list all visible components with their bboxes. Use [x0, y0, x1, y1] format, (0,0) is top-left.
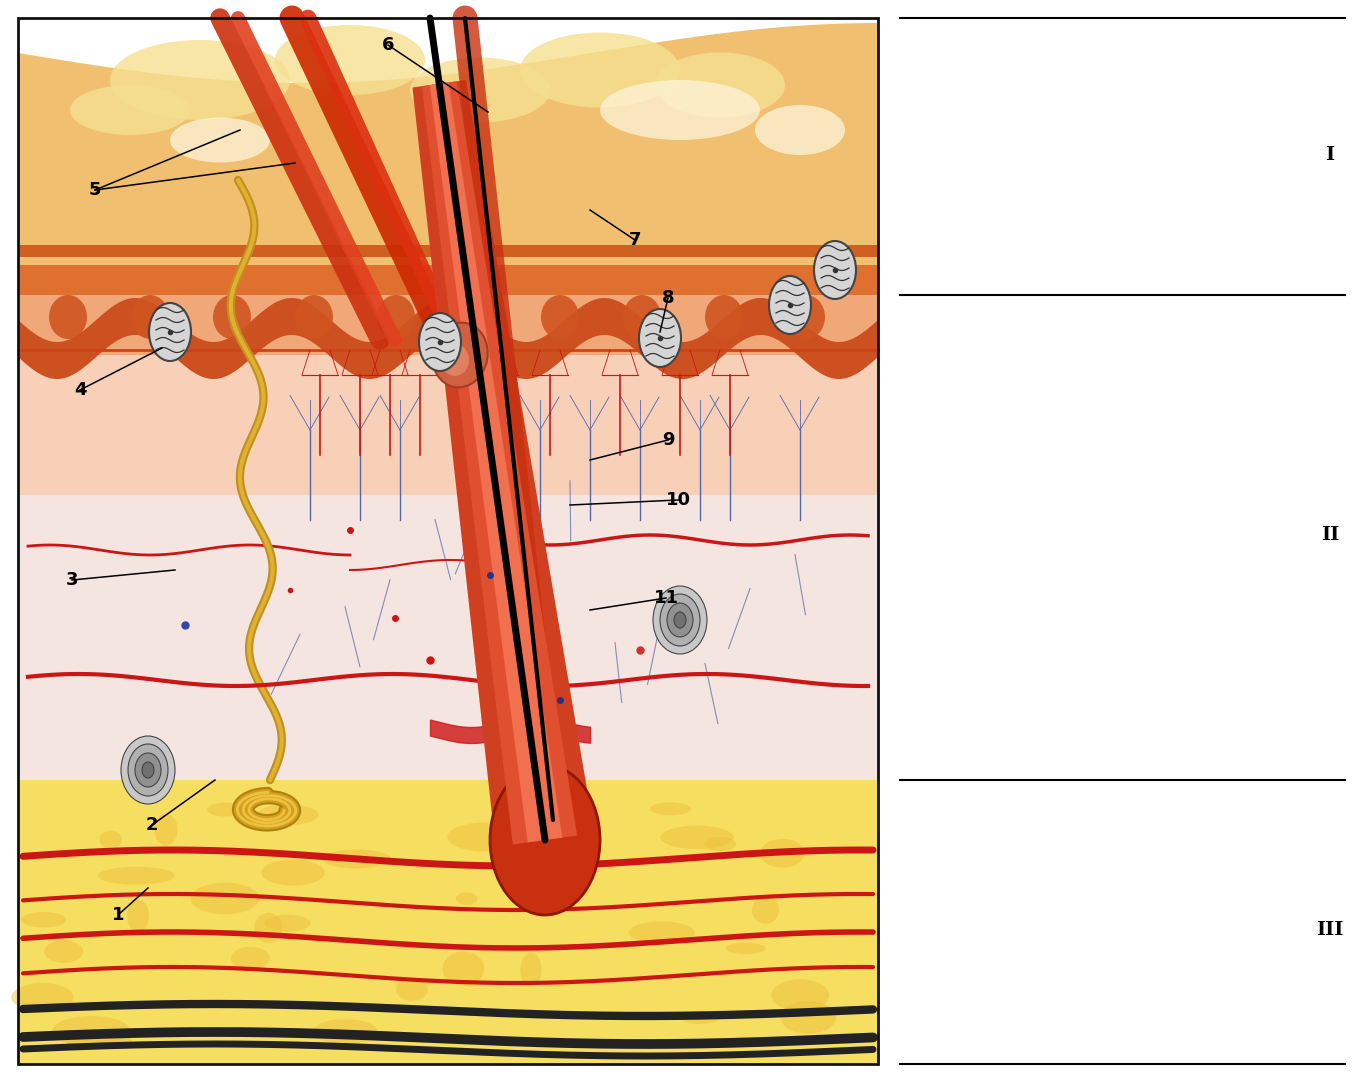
Ellipse shape: [377, 295, 415, 339]
Ellipse shape: [170, 118, 270, 162]
Ellipse shape: [769, 276, 811, 334]
Text: 5: 5: [88, 181, 102, 199]
Ellipse shape: [541, 295, 579, 339]
Bar: [18, 235, 878, 355]
Ellipse shape: [787, 295, 825, 339]
Text: 4: 4: [73, 381, 87, 399]
Polygon shape: [18, 18, 878, 83]
Ellipse shape: [521, 816, 559, 835]
Ellipse shape: [49, 295, 87, 339]
Bar: [18, 18, 878, 295]
Bar: [18, 265, 878, 295]
Polygon shape: [18, 298, 878, 379]
Bar: [18, 18, 878, 1064]
Ellipse shape: [726, 942, 765, 954]
Ellipse shape: [206, 803, 244, 817]
Ellipse shape: [128, 899, 149, 932]
Ellipse shape: [495, 794, 552, 809]
Ellipse shape: [706, 295, 744, 339]
Ellipse shape: [134, 753, 161, 787]
Ellipse shape: [313, 1019, 377, 1044]
Ellipse shape: [132, 295, 170, 339]
Ellipse shape: [655, 53, 784, 118]
Ellipse shape: [661, 826, 734, 849]
Ellipse shape: [628, 922, 695, 944]
Ellipse shape: [674, 612, 687, 628]
Ellipse shape: [11, 984, 73, 1012]
Ellipse shape: [265, 914, 311, 932]
Ellipse shape: [22, 912, 66, 927]
Ellipse shape: [258, 804, 319, 826]
Ellipse shape: [419, 313, 461, 371]
Ellipse shape: [128, 744, 168, 796]
Ellipse shape: [410, 57, 550, 122]
Ellipse shape: [98, 867, 175, 885]
Ellipse shape: [53, 1016, 130, 1046]
Text: III: III: [1316, 921, 1343, 939]
Ellipse shape: [294, 295, 332, 339]
Text: 1: 1: [111, 906, 125, 924]
Ellipse shape: [149, 303, 191, 361]
Bar: [18, 355, 878, 494]
Text: 3: 3: [65, 571, 79, 589]
Bar: [18, 780, 878, 1064]
Bar: [18, 245, 878, 258]
Text: 8: 8: [662, 289, 674, 307]
Ellipse shape: [71, 85, 190, 135]
Ellipse shape: [653, 586, 707, 654]
Ellipse shape: [396, 978, 427, 1001]
Ellipse shape: [780, 1001, 836, 1033]
Ellipse shape: [121, 736, 175, 804]
Ellipse shape: [490, 765, 600, 915]
Ellipse shape: [442, 951, 484, 986]
Ellipse shape: [639, 309, 681, 367]
Ellipse shape: [456, 893, 478, 905]
Ellipse shape: [254, 913, 282, 942]
Ellipse shape: [45, 940, 83, 963]
Ellipse shape: [213, 295, 251, 339]
Ellipse shape: [155, 814, 178, 845]
Text: 7: 7: [628, 230, 642, 249]
Text: 9: 9: [662, 431, 674, 449]
Ellipse shape: [623, 295, 661, 339]
Ellipse shape: [66, 1033, 132, 1048]
Bar: [18, 355, 878, 780]
Ellipse shape: [650, 803, 691, 815]
Ellipse shape: [142, 762, 153, 778]
Ellipse shape: [99, 831, 122, 849]
Ellipse shape: [706, 836, 735, 852]
Ellipse shape: [322, 849, 392, 869]
Ellipse shape: [600, 80, 760, 140]
Ellipse shape: [814, 241, 856, 299]
Polygon shape: [422, 81, 577, 845]
Ellipse shape: [231, 947, 270, 969]
Text: I: I: [1326, 146, 1334, 164]
Ellipse shape: [433, 322, 487, 387]
Ellipse shape: [261, 859, 324, 885]
Text: II: II: [1320, 526, 1339, 544]
Ellipse shape: [754, 105, 845, 155]
Ellipse shape: [752, 896, 779, 924]
Ellipse shape: [760, 839, 805, 868]
Ellipse shape: [275, 25, 425, 95]
Text: 6: 6: [381, 36, 395, 54]
Ellipse shape: [681, 1012, 719, 1024]
Text: 10: 10: [665, 491, 691, 509]
Text: 11: 11: [654, 589, 678, 607]
Ellipse shape: [771, 979, 829, 1012]
Polygon shape: [430, 82, 562, 843]
Ellipse shape: [660, 594, 700, 646]
Ellipse shape: [190, 883, 259, 914]
Ellipse shape: [110, 40, 290, 120]
Text: 2: 2: [145, 816, 159, 834]
Polygon shape: [413, 80, 594, 847]
Ellipse shape: [459, 295, 497, 339]
Ellipse shape: [520, 32, 680, 107]
Ellipse shape: [668, 603, 693, 637]
Ellipse shape: [448, 822, 525, 852]
Ellipse shape: [520, 953, 541, 987]
Ellipse shape: [441, 344, 470, 377]
